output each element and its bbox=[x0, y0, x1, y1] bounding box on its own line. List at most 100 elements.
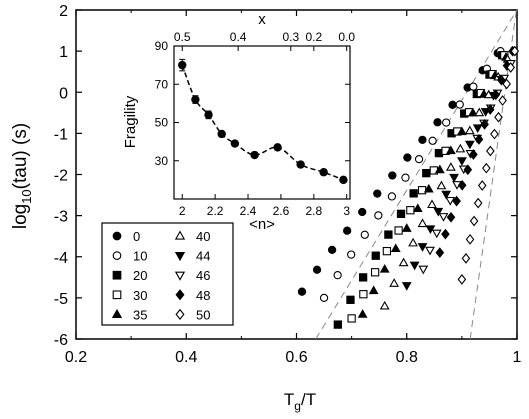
inset-data-points bbox=[178, 58, 348, 185]
data-point bbox=[359, 290, 368, 299]
data-point bbox=[409, 261, 420, 271]
data-point bbox=[467, 107, 478, 117]
legend-label: 35 bbox=[133, 307, 147, 322]
inset-top-xtick-label: 0.2 bbox=[305, 30, 322, 44]
main-xlabel-main: T bbox=[284, 390, 294, 409]
data-point bbox=[473, 197, 483, 209]
data-point bbox=[358, 273, 368, 282]
data-point bbox=[510, 45, 520, 57]
data-point bbox=[452, 195, 461, 207]
data-point bbox=[409, 189, 418, 198]
data-point bbox=[433, 118, 442, 127]
data-point bbox=[445, 145, 456, 155]
legend-marker bbox=[112, 251, 122, 260]
legend-entry: 40 bbox=[174, 229, 210, 244]
main-ytick-label: -2 bbox=[54, 168, 68, 185]
data-point bbox=[398, 257, 409, 267]
inset-data-point bbox=[217, 129, 226, 139]
legend-label: 46 bbox=[196, 268, 210, 283]
data-point bbox=[401, 282, 412, 291]
data-point bbox=[461, 252, 471, 264]
data-point bbox=[485, 104, 495, 115]
data-point bbox=[433, 207, 444, 217]
legend-label: 50 bbox=[196, 307, 210, 322]
data-point bbox=[434, 164, 445, 174]
series-40 bbox=[379, 54, 513, 310]
data-point bbox=[423, 183, 434, 193]
legend-entry: 48 bbox=[175, 288, 210, 303]
main-ylabel-sub: 10 bbox=[19, 189, 34, 203]
inset-data-point bbox=[230, 139, 240, 148]
legend-marker bbox=[175, 289, 185, 301]
data-point bbox=[388, 171, 397, 180]
legend-label: 20 bbox=[133, 268, 147, 283]
data-point bbox=[431, 229, 442, 239]
data-point bbox=[480, 118, 489, 130]
main-ylabel: log10(tau) (s) bbox=[10, 123, 34, 229]
main-ytick-label: -5 bbox=[54, 291, 68, 308]
data-point bbox=[319, 293, 329, 303]
inset-data-point bbox=[339, 175, 348, 185]
data-point bbox=[371, 251, 380, 260]
inset-data-point bbox=[178, 60, 187, 70]
data-point bbox=[502, 78, 511, 90]
legend-entry: 20 bbox=[112, 268, 147, 283]
data-point bbox=[469, 149, 478, 160]
data-point bbox=[408, 237, 418, 247]
data-point bbox=[494, 111, 503, 123]
data-point bbox=[417, 186, 427, 195]
data-point bbox=[474, 133, 484, 145]
data-point bbox=[418, 135, 427, 144]
data-point bbox=[464, 140, 475, 150]
legend-entry: 46 bbox=[174, 268, 210, 283]
inset-data-point bbox=[319, 168, 328, 177]
data-point bbox=[422, 168, 431, 178]
main-ticks: 0.2 0.4 0.6 0.8 1 -6 -5 -4 -3 -2 -1 0 1 2 bbox=[54, 3, 522, 366]
data-point bbox=[333, 320, 342, 329]
data-point bbox=[445, 196, 456, 206]
legend-entry: 0 bbox=[112, 229, 140, 244]
inset-ytick-label: 90 bbox=[155, 39, 169, 53]
legend-entry: 35 bbox=[111, 307, 147, 322]
legend-entry: 44 bbox=[174, 249, 210, 264]
legend-marker bbox=[111, 308, 123, 318]
data-point bbox=[387, 192, 397, 201]
data-point bbox=[357, 309, 368, 318]
data-point bbox=[347, 314, 356, 323]
data-point bbox=[469, 82, 478, 91]
data-point bbox=[457, 179, 467, 191]
data-point bbox=[358, 207, 367, 217]
inset-data-point bbox=[204, 110, 213, 120]
main-reference-line bbox=[315, 9, 518, 340]
data-point bbox=[379, 263, 390, 273]
data-point bbox=[474, 107, 485, 117]
main-data-points bbox=[297, 45, 520, 329]
data-point bbox=[456, 126, 467, 136]
data-point bbox=[472, 124, 483, 134]
data-point bbox=[481, 162, 491, 174]
legend-marker bbox=[174, 252, 186, 262]
data-point bbox=[401, 173, 410, 182]
legend-entry: 30 bbox=[112, 288, 147, 303]
legend-label: 0 bbox=[133, 229, 140, 244]
data-point bbox=[347, 250, 356, 259]
data-point bbox=[428, 136, 437, 145]
data-point bbox=[312, 265, 322, 274]
data-point bbox=[389, 278, 400, 287]
main-xtick-label: 0.4 bbox=[175, 349, 197, 366]
data-point bbox=[425, 225, 436, 235]
inset-data-point bbox=[250, 150, 259, 160]
inset-xtick-label: 2 bbox=[179, 204, 186, 218]
series-50 bbox=[457, 45, 520, 285]
inset-ytick-label: 50 bbox=[155, 116, 169, 130]
series-0 bbox=[297, 49, 502, 296]
main-ytick-label: -3 bbox=[54, 209, 68, 226]
data-point bbox=[394, 226, 403, 235]
main-ytick-label: -1 bbox=[54, 126, 68, 143]
main-xtick-label: 0.6 bbox=[285, 349, 307, 366]
data-point bbox=[401, 223, 412, 232]
data-point bbox=[455, 143, 466, 153]
data-point bbox=[438, 213, 449, 222]
data-point bbox=[486, 145, 495, 157]
data-point bbox=[436, 180, 447, 190]
